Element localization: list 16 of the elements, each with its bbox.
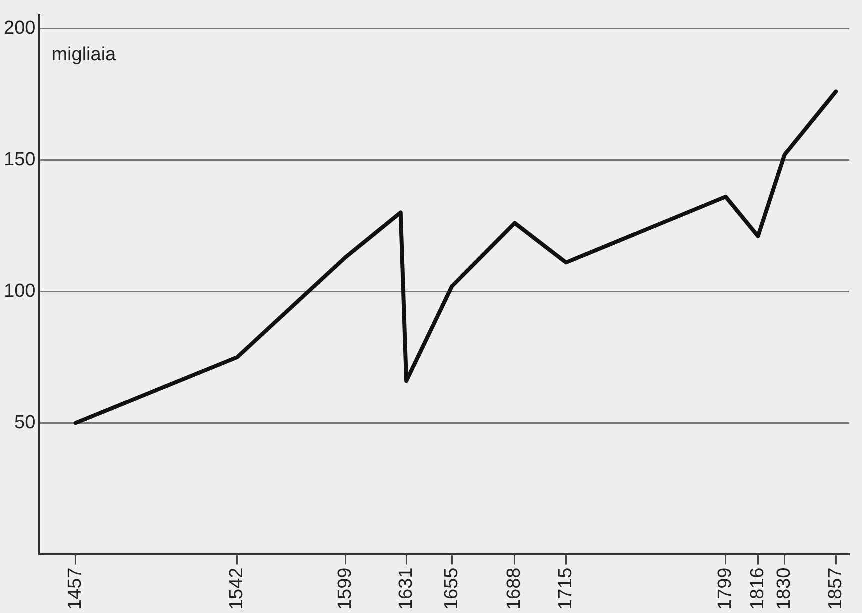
x-tick-label: 1816 <box>747 568 768 610</box>
x-tick-label: 1631 <box>396 568 417 610</box>
y-tick-label: 100 <box>4 280 36 302</box>
x-tick-label: 1857 <box>825 568 846 610</box>
x-tick-label: 1715 <box>555 568 576 610</box>
x-tick-label: 1655 <box>441 568 462 610</box>
y-tick-label: 200 <box>4 18 36 39</box>
y-axis-title: migliaia <box>52 44 117 66</box>
x-tick-label: 1542 <box>226 568 248 610</box>
y-tick-label: 50 <box>14 412 36 434</box>
x-tick-label: 1457 <box>65 568 86 610</box>
x-tick-label: 1830 <box>774 568 796 610</box>
x-tick-label: 1688 <box>504 568 526 610</box>
y-tick-label: 150 <box>4 149 36 170</box>
x-tick-label: 1799 <box>715 568 736 610</box>
x-tick-label: 1599 <box>334 568 356 610</box>
